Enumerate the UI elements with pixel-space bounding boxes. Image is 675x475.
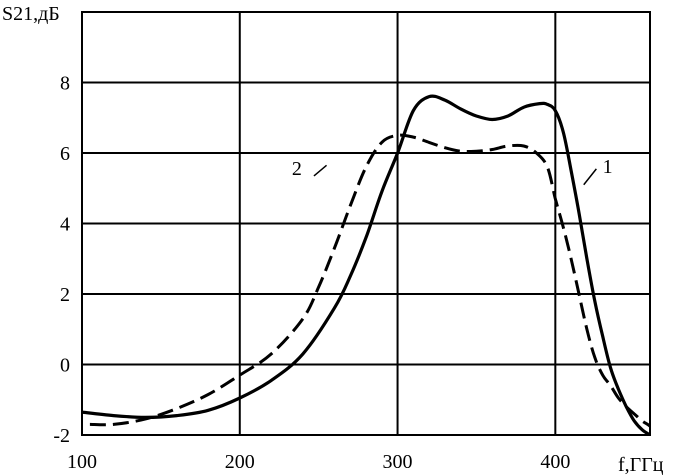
y-tick-label-4: 4 — [60, 214, 70, 236]
leader-line-1 — [583, 168, 597, 186]
y-tick-label-6: 6 — [60, 143, 70, 165]
y-tick-label-8: 8 — [60, 73, 70, 95]
y-tick-label--2: -2 — [53, 425, 70, 447]
plot-frame — [81, 11, 651, 436]
y-tick-label-0: 0 — [60, 355, 70, 377]
series-line-1 — [82, 94, 650, 435]
x-tick-label-300: 300 — [383, 451, 413, 473]
y-tick-label-2: 2 — [60, 284, 70, 306]
grid-layer: 100 200 300 400 -2 0 2 4 6 8 — [53, 11, 651, 473]
x-tick-label-100: 100 — [67, 451, 97, 473]
series-layer — [82, 94, 650, 435]
y-axis-label: S21,дБ — [2, 3, 60, 25]
leader-line-2 — [313, 164, 328, 177]
x-tick-label-400: 400 — [540, 451, 570, 473]
curve-label-1: 1 — [603, 156, 613, 178]
x-tick-label-200: 200 — [225, 451, 255, 473]
curve-label-2: 2 — [292, 158, 302, 180]
x-axis-label: f,ГГц — [618, 454, 664, 475]
label-layer: 12 — [292, 156, 613, 186]
